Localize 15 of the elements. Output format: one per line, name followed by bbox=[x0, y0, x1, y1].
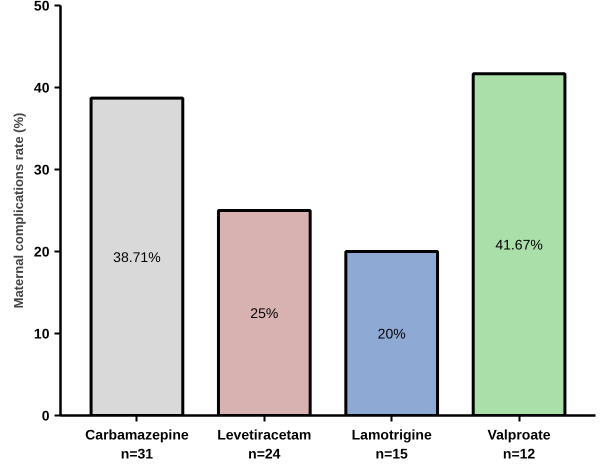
data-label: 20% bbox=[378, 326, 406, 342]
data-label: 38.71% bbox=[113, 248, 161, 265]
y-tick-label: 50 bbox=[34, 0, 50, 14]
y-tick-label: 40 bbox=[34, 80, 50, 96]
x-tick-label: Lamotrigine n=15 bbox=[352, 426, 432, 462]
y-tick-label: 20 bbox=[34, 244, 50, 260]
y-tick-label: 0 bbox=[42, 408, 50, 424]
x-tick-label: Carbamazepine n=31 bbox=[85, 426, 189, 462]
data-label: 41.67% bbox=[495, 236, 543, 253]
y-tick-label: 10 bbox=[34, 326, 50, 342]
data-label: 25% bbox=[250, 305, 278, 321]
x-tick-label: Levetiracetam n=24 bbox=[217, 426, 312, 462]
y-axis-title: Maternal complications rate (%) bbox=[10, 112, 26, 308]
x-tick-label: Valproate n=12 bbox=[488, 426, 551, 462]
y-tick-label: 30 bbox=[34, 162, 50, 178]
